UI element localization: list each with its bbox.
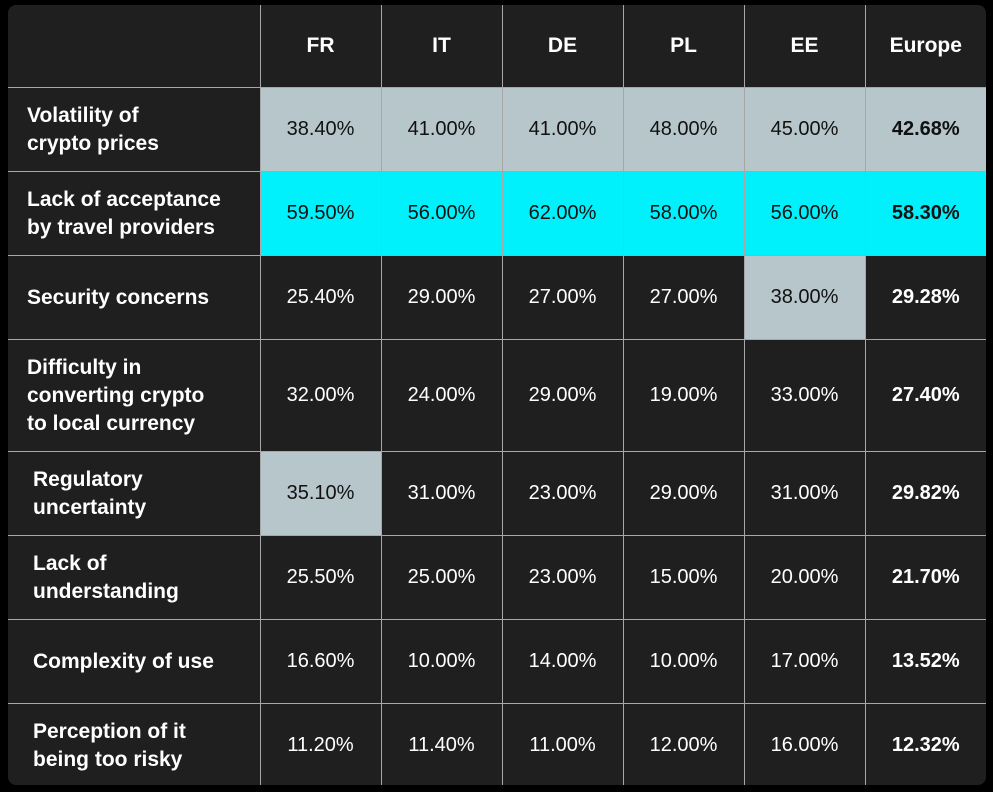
value-cell: 25.50% <box>259 535 382 620</box>
value-cell: 24.00% <box>380 339 503 452</box>
row-label: Lack of understanding <box>8 535 261 620</box>
value-cell: 29.00% <box>501 339 624 452</box>
value-cell: 12.00% <box>622 703 745 785</box>
value-cell: 56.00% <box>380 171 503 256</box>
table-row: Lack of acceptance by travel providers 59.… <box>8 171 986 256</box>
value-cell: 29.00% <box>622 451 745 536</box>
row-label-line: being too risky <box>33 747 183 771</box>
value-cell: 59.50% <box>259 171 382 256</box>
value-cell: 11.40% <box>380 703 503 785</box>
row-label-line: Perception of it <box>33 719 186 743</box>
value-cell: 41.00% <box>380 87 503 172</box>
value-cell: 11.20% <box>259 703 382 785</box>
europe-value-cell: 29.28% <box>864 255 986 340</box>
value-cell: 25.00% <box>380 535 503 620</box>
value-cell: 23.00% <box>501 451 624 536</box>
value-cell: 14.00% <box>501 619 624 704</box>
row-label: Volatility of crypto prices <box>8 87 261 172</box>
header-fr: FR <box>259 5 382 88</box>
value-cell: 33.00% <box>743 339 866 452</box>
value-cell: 20.00% <box>743 535 866 620</box>
crypto-barriers-table: FR IT DE PL EE Europe Volatility of crypt… <box>8 5 986 785</box>
row-label-line: crypto prices <box>27 131 159 155</box>
value-cell: 29.00% <box>380 255 503 340</box>
header-it: IT <box>380 5 503 88</box>
value-cell: 41.00% <box>501 87 624 172</box>
row-label-line: Volatility of <box>27 103 139 127</box>
row-label: Security concerns <box>8 255 261 340</box>
row-label-line: converting crypto <box>27 383 205 407</box>
value-cell: 19.00% <box>622 339 745 452</box>
value-cell: 38.40% <box>259 87 382 172</box>
table-row: Perception of it being too risky 11.20% 11.… <box>8 703 986 785</box>
header-europe: Europe <box>864 5 986 88</box>
header-corner <box>8 5 261 88</box>
value-cell: 10.00% <box>622 619 745 704</box>
header-ee: EE <box>743 5 866 88</box>
row-label: Regulatory uncertainty <box>8 451 261 536</box>
value-cell: 48.00% <box>622 87 745 172</box>
value-cell: 27.00% <box>501 255 624 340</box>
europe-value-cell: 13.52% <box>864 619 986 704</box>
europe-value-cell: 58.30% <box>864 171 986 256</box>
row-label-line: Security concerns <box>27 285 210 309</box>
value-cell: 62.00% <box>501 171 624 256</box>
value-cell: 11.00% <box>501 703 624 785</box>
row-label-line: Complexity of use <box>33 649 214 673</box>
table-row: Lack of understanding 25.50% 25.00% 23.00% 15… <box>8 535 986 620</box>
value-cell: 31.00% <box>380 451 503 536</box>
value-cell: 56.00% <box>743 171 866 256</box>
value-cell: 15.00% <box>622 535 745 620</box>
row-label-line: Lack of <box>33 551 107 575</box>
value-cell: 45.00% <box>743 87 866 172</box>
value-cell: 32.00% <box>259 339 382 452</box>
row-label: Perception of it being too risky <box>8 703 261 785</box>
row-label-line: uncertainty <box>33 495 147 519</box>
table-row: Regulatory uncertainty 35.10% 31.00% 23.00% 2… <box>8 451 986 536</box>
value-cell: 38.00% <box>743 255 866 340</box>
header-de: DE <box>501 5 624 88</box>
row-label-line: understanding <box>33 579 179 603</box>
value-cell: 10.00% <box>380 619 503 704</box>
table-row: Volatility of crypto prices 38.40% 41.00% 41… <box>8 87 986 172</box>
row-label-line: Lack of acceptance <box>27 187 221 211</box>
europe-value-cell: 29.82% <box>864 451 986 536</box>
row-label-line: Difficulty in <box>27 355 142 379</box>
value-cell: 58.00% <box>622 171 745 256</box>
table-container: FR IT DE PL EE Europe Volatility of crypt… <box>8 5 986 785</box>
europe-value-cell: 27.40% <box>864 339 986 452</box>
row-label: Complexity of use <box>8 619 261 704</box>
value-cell: 16.00% <box>743 703 866 785</box>
value-cell: 17.00% <box>743 619 866 704</box>
row-label: Lack of acceptance by travel providers <box>8 171 261 256</box>
row-label: Difficulty in converting crypto to local c… <box>8 339 261 452</box>
row-label-line: by travel providers <box>27 215 215 239</box>
table-row: Complexity of use 16.60% 10.00% 14.00% 10.00… <box>8 619 986 704</box>
europe-value-cell: 12.32% <box>864 703 986 785</box>
row-label-line: to local currency <box>27 411 196 435</box>
table-row: Security concerns 25.40% 29.00% 27.00% 27.00… <box>8 255 986 340</box>
value-cell: 25.40% <box>259 255 382 340</box>
header-pl: PL <box>622 5 745 88</box>
europe-value-cell: 21.70% <box>864 535 986 620</box>
europe-value-cell: 42.68% <box>864 87 986 172</box>
row-label-line: Regulatory <box>33 467 143 491</box>
value-cell: 16.60% <box>259 619 382 704</box>
header-row: FR IT DE PL EE Europe <box>8 5 986 88</box>
value-cell: 31.00% <box>743 451 866 536</box>
value-cell: 23.00% <box>501 535 624 620</box>
value-cell: 35.10% <box>259 451 382 536</box>
table-row: Difficulty in converting crypto to local c… <box>8 339 986 452</box>
value-cell: 27.00% <box>622 255 745 340</box>
